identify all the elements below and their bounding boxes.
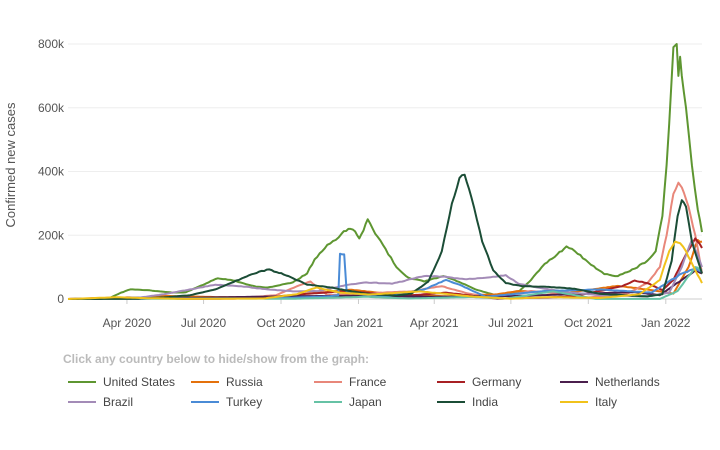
legend-item-france[interactable]: France (314, 374, 386, 390)
legend-swatch (68, 381, 96, 383)
legend-swatch (314, 401, 342, 403)
x-tick-label: Jan 2021 (334, 316, 384, 330)
legend-label: Russia (226, 375, 263, 389)
legend-label: Germany (472, 375, 522, 389)
legend-label: Turkey (226, 395, 263, 409)
series-line-india (68, 173, 703, 300)
legend-item-japan[interactable]: Japan (314, 394, 382, 410)
legend-item-india[interactable]: India (437, 394, 498, 410)
legend-label: France (349, 375, 387, 389)
legend-instructions: Click any country below to hide/show fro… (63, 352, 370, 366)
legend-item-united-states[interactable]: United States (68, 374, 175, 390)
legend-swatch (314, 381, 342, 383)
legend-label: Italy (595, 395, 618, 409)
y-tick-label: 800k (38, 37, 65, 51)
line-chart: 0 200k 400k 600k 800k Apr 2020 Jul 2020 Oct 20… (3, 37, 703, 330)
legend-swatch (560, 401, 588, 403)
y-axis-title: Confirmed new cases (3, 102, 18, 227)
x-tick-label: Oct 2021 (564, 316, 613, 330)
series-line-italy (67, 240, 703, 300)
y-tick-label: 400k (38, 165, 65, 179)
y-tick-label: 0 (57, 292, 64, 306)
gridlines (68, 43, 702, 300)
series-line-france (67, 181, 703, 300)
legend-item-italy[interactable]: Italy (560, 394, 617, 410)
legend-swatch (191, 381, 219, 383)
y-tick-label: 200k (38, 228, 65, 242)
legend-item-russia[interactable]: Russia (191, 374, 263, 390)
legend-label: Netherlands (595, 375, 660, 389)
x-tick-label: Oct 2020 (257, 316, 306, 330)
legend-swatch (191, 401, 219, 403)
legend-item-germany[interactable]: Germany (437, 374, 521, 390)
y-axis-ticks: 0 200k 400k 600k 800k (38, 37, 65, 306)
y-tick-label: 600k (38, 101, 65, 115)
x-tick-label: Apr 2021 (410, 316, 459, 330)
legend-item-turkey[interactable]: Turkey (191, 394, 262, 410)
x-tick-label: Jul 2020 (181, 316, 227, 330)
x-tick-label: Apr 2020 (103, 316, 152, 330)
series-lines (67, 43, 703, 300)
x-tick-label: Jul 2021 (488, 316, 534, 330)
legend-item-brazil[interactable]: Brazil (68, 394, 133, 410)
x-axis-ticks: Apr 2020 Jul 2020 Oct 2020 Jan 2021 Apr 2021… (103, 299, 691, 330)
series-line-brazil (68, 239, 703, 300)
legend-swatch (437, 381, 465, 383)
legend-swatch (560, 381, 588, 383)
legend-label: United States (103, 375, 176, 389)
legend-label: India (472, 395, 499, 409)
legend-label: Japan (349, 395, 382, 409)
legend-label: Brazil (103, 395, 134, 409)
legend-swatch (68, 401, 96, 403)
x-tick-label: Jan 2022 (641, 316, 691, 330)
legend-item-netherlands[interactable]: Netherlands (560, 374, 660, 390)
legend-swatch (437, 401, 465, 403)
